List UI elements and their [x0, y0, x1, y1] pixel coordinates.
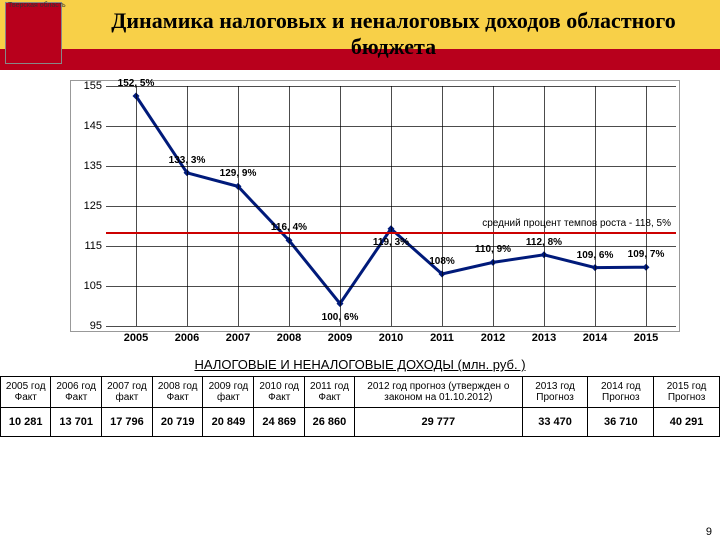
page-title: Динамика налоговых и неналоговых доходов… [67, 0, 720, 60]
table-value-cell: 17 796 [101, 408, 152, 437]
data-point-label: 108% [429, 256, 455, 267]
x-axis-label: 2008 [277, 332, 301, 344]
x-axis-label: 2010 [379, 332, 403, 344]
table-header-cell: 2007 год факт [101, 377, 152, 408]
table-value-cell: 24 869 [254, 408, 304, 437]
table-header-cell: 2011 год Факт [304, 377, 354, 408]
x-axis-label: 2013 [532, 332, 556, 344]
data-point-label: 116, 4% [271, 222, 307, 233]
table-header-cell: 2015 год Прогноз [654, 377, 720, 408]
table-header-cell: 2008 год Факт [152, 377, 202, 408]
table-value-cell: 36 710 [588, 408, 654, 437]
x-axis-label: 2015 [634, 332, 658, 344]
chart-container: 9510511512513514515520052006200720082009… [70, 80, 680, 332]
table-header-row: 2005 год Факт2006 год Факт2007 год факт2… [1, 377, 720, 408]
header: Тверская область Динамика налоговых и не… [0, 0, 720, 70]
table-header-cell: 2006 год Факт [51, 377, 101, 408]
x-axis-label: 2005 [124, 332, 148, 344]
table-header-cell: 2012 год прогноз (утвержден о законом на… [354, 377, 522, 408]
data-point-label: 119, 3% [373, 237, 409, 248]
line-chart: 9510511512513514515520052006200720082009… [106, 86, 676, 326]
x-axis-label: 2009 [328, 332, 352, 344]
x-axis-label: 2006 [175, 332, 199, 344]
section-title: НАЛОГОВЫЕ И НЕНАЛОГОВЫЕ ДОХОДЫ (млн. руб… [0, 357, 720, 372]
coat-of-arms-icon [5, 2, 62, 64]
data-point-label: 100, 6% [322, 312, 359, 323]
revenue-table: 2005 год Факт2006 год Факт2007 год факт2… [0, 376, 720, 437]
table-header-cell: 2009 год факт [203, 377, 254, 408]
table-value-cell: 13 701 [51, 408, 101, 437]
x-axis-label: 2012 [481, 332, 505, 344]
data-point-label: 112, 8% [526, 237, 562, 248]
table-value-cell: 29 777 [354, 408, 522, 437]
data-point-label: 110, 9% [475, 244, 511, 255]
data-point-label: 152, 5% [118, 78, 155, 89]
table-header-cell: 2010 год Факт [254, 377, 304, 408]
table-value-cell: 40 291 [654, 408, 720, 437]
region-label: Тверская область [8, 2, 66, 9]
x-axis-label: 2014 [583, 332, 607, 344]
data-point-label: 109, 7% [628, 249, 665, 260]
data-point-label: 109, 6% [577, 250, 614, 261]
table-header-cell: 2005 год Факт [1, 377, 51, 408]
table-header-cell: 2014 год Прогноз [588, 377, 654, 408]
table-value-cell: 10 281 [1, 408, 51, 437]
table-value-cell: 20 849 [203, 408, 254, 437]
avg-line-label: средний процент темпов роста - 118, 5% [482, 218, 671, 229]
page-number: 9 [706, 526, 712, 538]
table-value-cell: 26 860 [304, 408, 354, 437]
x-axis-label: 2011 [430, 332, 454, 344]
table-value-row: 10 28113 70117 79620 71920 84924 86926 8… [1, 408, 720, 437]
data-point-label: 133, 3% [169, 155, 206, 166]
data-point-label: 129, 9% [220, 168, 257, 179]
x-axis-label: 2007 [226, 332, 250, 344]
table-value-cell: 33 470 [522, 408, 588, 437]
table-value-cell: 20 719 [152, 408, 202, 437]
table-header-cell: 2013 год Прогноз [522, 377, 588, 408]
